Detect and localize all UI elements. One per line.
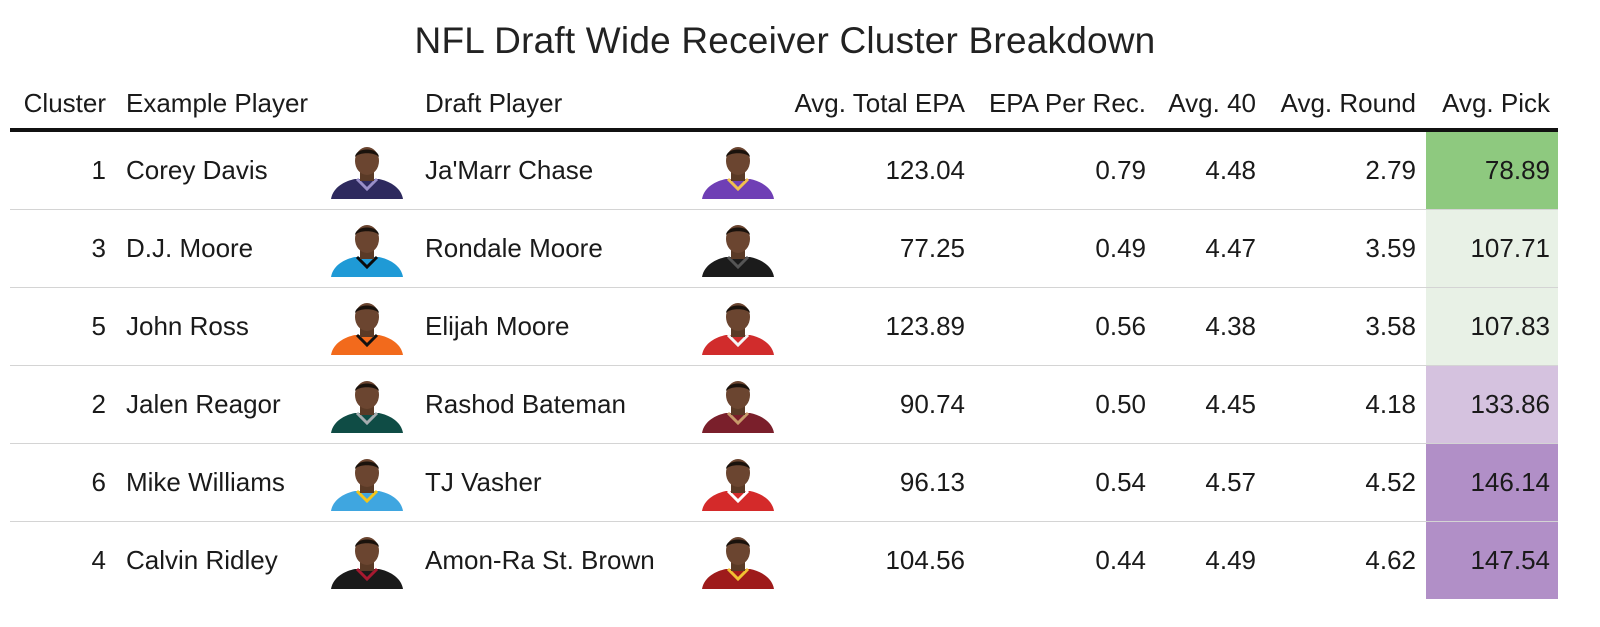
draft-photo-cell (686, 443, 790, 522)
example-photo-cell (314, 287, 420, 366)
table-title: NFL Draft Wide Receiver Cluster Breakdow… (414, 20, 1156, 61)
table-row: 1 Corey Davis Ja'Marr Chase 123.04 0.79 4.48 2… (10, 130, 1558, 210)
avg-round-cell: 2.79 (1266, 130, 1426, 210)
epa-per-rec-cell: 0.49 (975, 209, 1156, 288)
draft-player-cell: TJ Vasher (420, 443, 686, 522)
draft-photo-cell (686, 365, 790, 444)
header-row: Cluster Example Player Draft Player Avg.… (10, 78, 1558, 132)
avg-40-cell: 4.47 (1156, 209, 1266, 288)
example-player-cell: Corey Davis (114, 130, 314, 210)
avg-round-cell: 3.59 (1266, 209, 1426, 288)
avg-total-epa-cell: 96.13 (790, 443, 975, 522)
avg-pick-cell: 107.71 (1426, 209, 1558, 288)
header-epa-per-rec: EPA Per Rec. (975, 78, 1156, 132)
table-row: 5 John Ross Elijah Moore 123.89 0.56 4.38 3.58… (10, 287, 1558, 366)
epa-per-rec-cell: 0.56 (975, 287, 1156, 366)
example-photo-cell (314, 209, 420, 288)
cluster-cell: 1 (10, 130, 114, 210)
draft-photo-cell (686, 209, 790, 288)
draft-player-cell: Amon-Ra St. Brown (425, 545, 655, 575)
example-player-cell: D.J. Moore (114, 209, 314, 288)
avg-round-cell: 3.58 (1266, 287, 1426, 366)
avg-pick-cell: 147.54 (1426, 521, 1558, 599)
avg-40-cell: 4.38 (1156, 287, 1266, 366)
avg-total-epa-cell: 90.74 (790, 365, 975, 444)
example-photo-cell (314, 522, 420, 600)
draft-player-photo (700, 533, 776, 589)
draft-photo-cell (686, 287, 790, 366)
draft-player-photo (700, 377, 776, 433)
example-photo-cell (314, 443, 420, 522)
avg-40-cell: 4.48 (1156, 130, 1266, 210)
avg-pick-cell: 107.83 (1426, 287, 1558, 366)
header-avg-pick: Avg. Pick (1426, 78, 1558, 132)
epa-per-rec-cell: 0.44 (1095, 545, 1146, 575)
draft-player-photo (700, 221, 776, 277)
example-player-cell: John Ross (114, 287, 314, 366)
cluster-cell: 4 (91, 545, 106, 575)
table-row: 2 Jalen Reagor Rashod Bateman 90.74 0.50 4.45… (10, 365, 1558, 444)
example-player-photo (329, 221, 405, 277)
table-row: 4 Calvin Ridley Amon-Ra St. Brown 104.56 0.4… (10, 521, 1558, 600)
example-player-photo (329, 377, 405, 433)
epa-per-rec-cell: 0.50 (975, 365, 1156, 444)
header-avg-total-epa: Avg. Total EPA (790, 78, 975, 132)
draft-player-photo (700, 455, 776, 511)
example-photo-cell (314, 130, 420, 210)
draft-player-photo (700, 299, 776, 355)
example-player-cell: Mike Williams (114, 443, 314, 522)
cluster-cell: 3 (10, 209, 114, 288)
avg-40-cell: 4.57 (1156, 443, 1266, 522)
example-player-photo (329, 455, 405, 511)
example-player-cell: Calvin Ridley (126, 545, 278, 575)
example-player-photo (329, 533, 405, 589)
example-photo-cell (314, 365, 420, 444)
avg-total-epa-cell: 123.89 (790, 287, 975, 366)
avg-round-cell: 4.62 (1365, 545, 1416, 575)
cluster-cell: 2 (10, 365, 114, 444)
avg-pick-cell: 133.86 (1426, 365, 1558, 444)
avg-pick-cell: 78.89 (1426, 130, 1558, 210)
avg-40-cell: 4.45 (1156, 365, 1266, 444)
draft-player-cell: Ja'Marr Chase (420, 130, 686, 210)
avg-total-epa-cell: 77.25 (790, 209, 975, 288)
avg-40-cell: 4.49 (1205, 545, 1256, 575)
draft-player-cell: Elijah Moore (420, 287, 686, 366)
avg-total-epa-cell: 104.56 (885, 545, 965, 575)
draft-player-photo (700, 143, 776, 199)
draft-photo-cell (686, 130, 790, 210)
avg-round-cell: 4.52 (1266, 443, 1426, 522)
cluster-cell: 5 (10, 287, 114, 366)
example-player-cell: Jalen Reagor (114, 365, 314, 444)
cluster-cell: 6 (10, 443, 114, 522)
example-player-photo (329, 143, 405, 199)
table-row: 6 Mike Williams TJ Vasher 96.13 0.54 4.57 4.52… (10, 443, 1558, 522)
header-example-player: Example Player (114, 78, 420, 132)
epa-per-rec-cell: 0.54 (975, 443, 1156, 522)
header-cluster: Cluster (10, 78, 114, 132)
header-draft-player: Draft Player (420, 78, 790, 132)
draft-player-cell: Rashod Bateman (420, 365, 686, 444)
header-avg-round: Avg. Round (1266, 78, 1426, 132)
header-avg-40: Avg. 40 (1156, 78, 1266, 132)
avg-total-epa-cell: 123.04 (790, 130, 975, 210)
draft-player-cell: Rondale Moore (420, 209, 686, 288)
avg-pick-cell: 146.14 (1426, 443, 1558, 522)
example-player-photo (329, 299, 405, 355)
draft-photo-cell (686, 522, 790, 600)
epa-per-rec-cell: 0.79 (975, 130, 1156, 210)
avg-round-cell: 4.18 (1266, 365, 1426, 444)
table-row: 3 D.J. Moore Rondale Moore 77.25 0.49 4.47 3.5… (10, 209, 1558, 288)
cluster-table: Cluster Example Player Draft Player Avg.… (10, 78, 1558, 599)
